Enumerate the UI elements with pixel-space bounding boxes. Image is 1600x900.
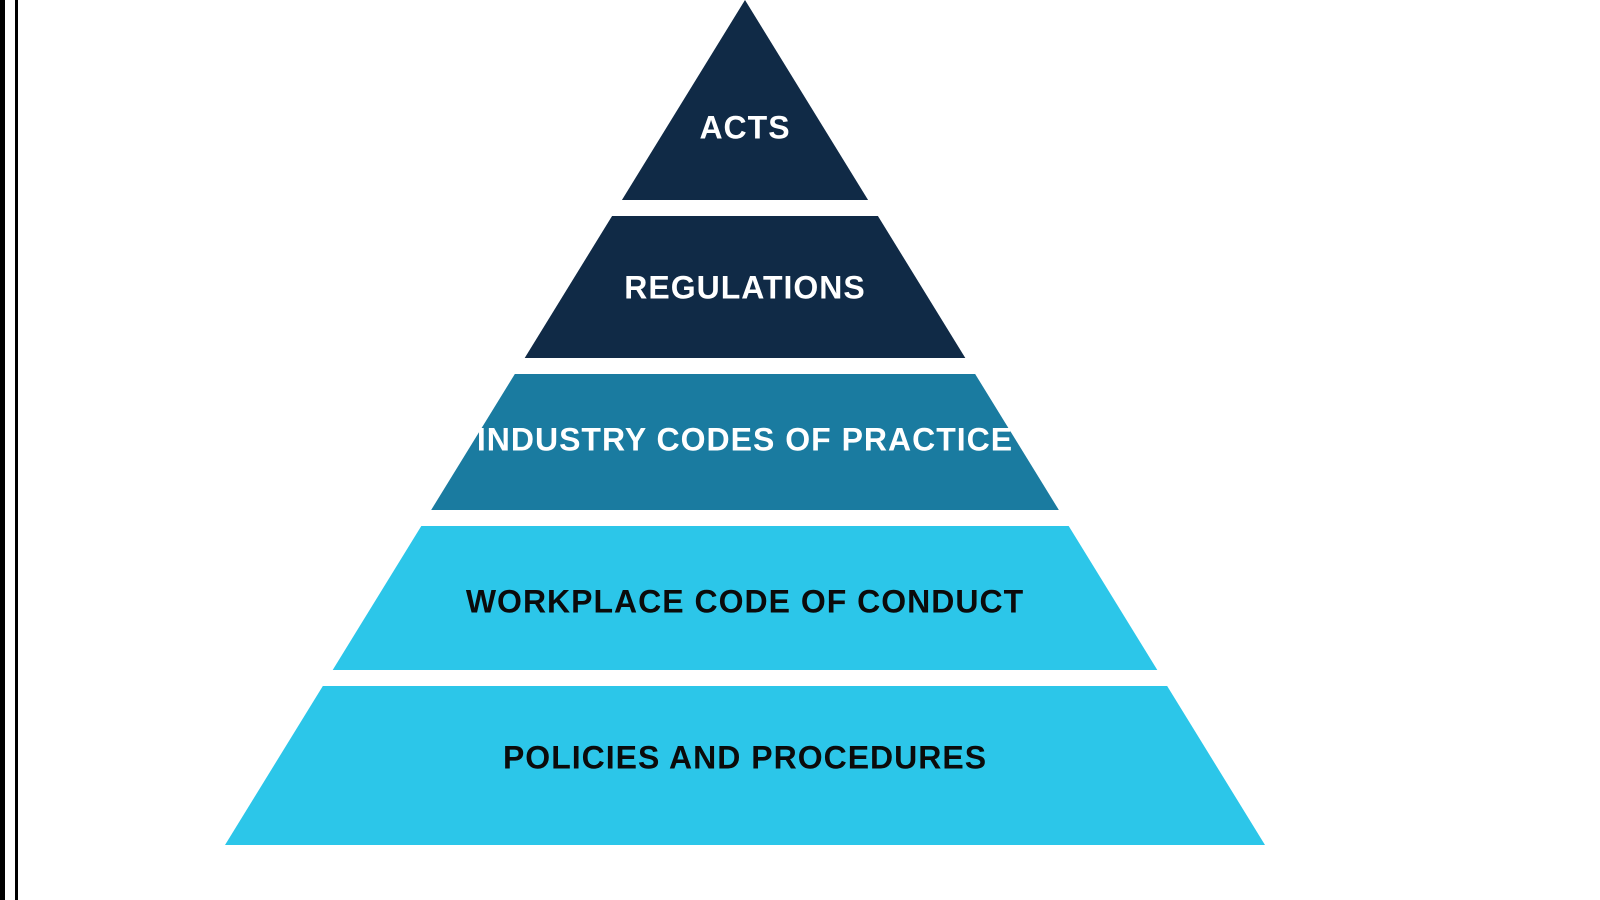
pyramid-diagram: ACTS REGULATIONS INDUSTRY CODES OF PRACTIC… xyxy=(35,0,1560,900)
pyramid-level-label-4: POLICIES AND PROCEDURES xyxy=(503,739,987,775)
pyramid-level-label-0: ACTS xyxy=(699,109,790,145)
pyramid-level-label-1: REGULATIONS xyxy=(624,269,866,305)
pyramid-level-0 xyxy=(622,0,868,200)
left-border-rules xyxy=(0,0,35,900)
pyramid-level-label-2: INDUSTRY CODES OF PRACTICE xyxy=(477,421,1013,457)
pyramid-level-label-3: WORKPLACE CODE OF CONDUCT xyxy=(466,583,1024,619)
diagram-frame: ACTS REGULATIONS INDUSTRY CODES OF PRACTIC… xyxy=(35,0,1560,900)
